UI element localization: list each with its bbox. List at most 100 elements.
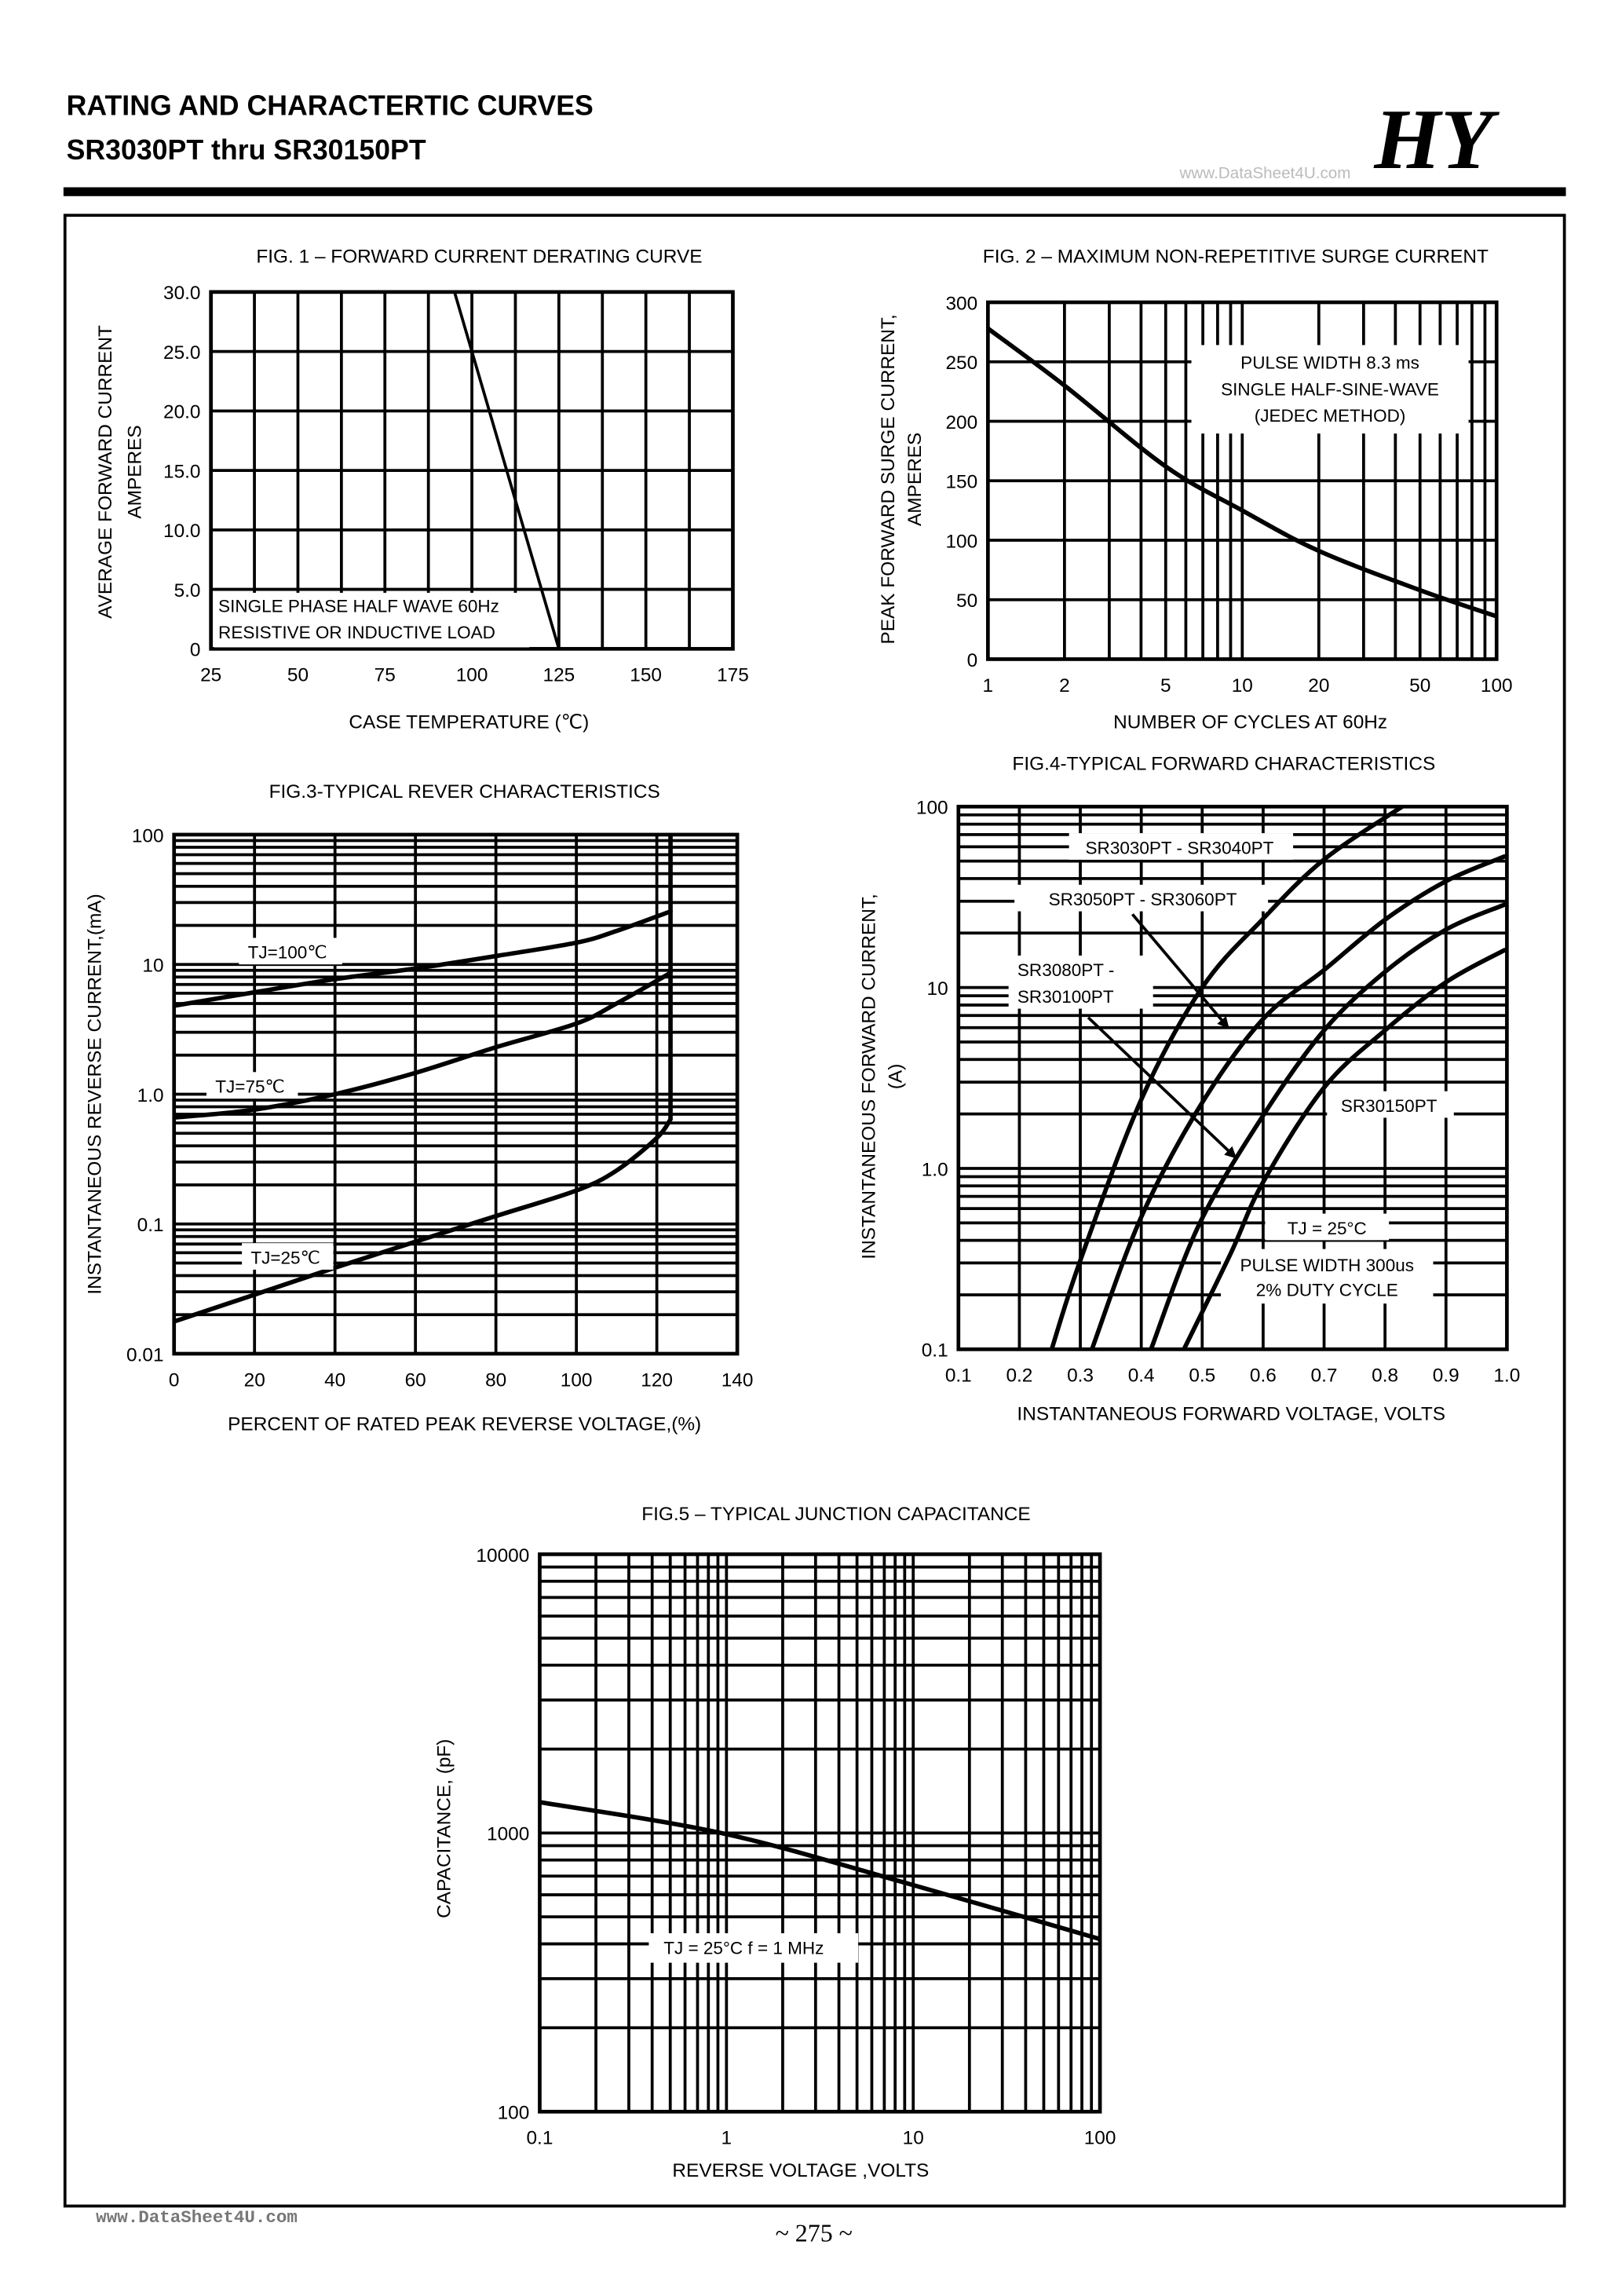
y-axis-label: (A) [885, 1064, 906, 1090]
series-curve-1 [174, 909, 673, 1008]
y-axis-label: INSTANTANEOUS FORWARD CURRENT, [859, 894, 880, 1260]
y-axis-label: CAPACITANCE, (pF) [434, 1739, 455, 1918]
plot-frame [956, 804, 1509, 1351]
series-curve-1 [210, 291, 561, 649]
x-tick-label: 0.8 [1372, 1366, 1398, 1387]
annotation-text: TJ = 25°C [1288, 1219, 1367, 1238]
y-axis-label: AVERAGE FORWARD CURRENT [95, 325, 116, 619]
x-tick-label: 50 [1409, 675, 1430, 696]
x-axis-label: PERCENT OF RATED PEAK REVERSE VOLTAGE,(%… [228, 1414, 701, 1435]
chart-title: FIG. 1 – FORWARD CURRENT DERATING CURVE [256, 246, 702, 267]
y-axis-label: AMPERES [904, 433, 926, 526]
y-axis-label: AMPERES [124, 425, 145, 518]
x-tick-label: 175 [717, 665, 749, 686]
annotation-text: RESISTIVE OR INDUCTIVE LOAD [218, 623, 495, 642]
y-tick-label: 0.01 [126, 1344, 164, 1366]
x-tick-label: 75 [374, 665, 396, 686]
x-tick-label: 0.6 [1250, 1366, 1277, 1387]
x-axis-label: CASE TEMPERATURE (℃) [349, 712, 589, 733]
x-tick-label: 0.1 [526, 2128, 553, 2149]
x-axis-label: REVERSE VOLTAGE ,VOLTS [672, 2160, 929, 2181]
page-subtitle: SR3030PT thru SR30150PT [67, 134, 426, 166]
series-label: SR3050PT - SR3060PT [1049, 890, 1237, 909]
y-tick-label: 5.0 [174, 580, 201, 601]
series-curve-3 [174, 1117, 673, 1324]
series-label-background [1069, 833, 1294, 860]
annotation-text: SINGLE HALF-SINE-WAVE [1221, 379, 1439, 399]
page-title: RATING AND CHARACTERTIC CURVES [67, 90, 594, 121]
x-tick-label: 25 [200, 665, 221, 686]
annotation-text: (JEDEC METHOD) [1255, 406, 1406, 426]
chart-fig-3: FIG.3-TYPICAL REVER CHARACTERISTICS PERCE… [85, 781, 754, 1435]
x-tick-label: 0.4 [1128, 1366, 1155, 1387]
y-tick-label: 15.0 [163, 461, 201, 482]
x-tick-label: 0.9 [1433, 1366, 1459, 1387]
x-tick-label: 1.0 [1493, 1366, 1520, 1387]
x-tick-label: 0.3 [1067, 1366, 1094, 1387]
plot-frame [538, 1552, 1102, 2114]
y-tick-label: 200 [945, 412, 977, 433]
series-curve-1 [988, 326, 1497, 619]
y-tick-label: 0.1 [922, 1340, 948, 1362]
annotation-background [1221, 1249, 1434, 1304]
x-tick-label: 0.2 [1006, 1366, 1032, 1387]
chart-title: FIG.4-TYPICAL FORWARD CHARACTERISTICS [1012, 753, 1435, 774]
x-tick-label: 100 [561, 1369, 593, 1391]
y-tick-label: 0 [967, 650, 978, 671]
x-tick-label: 1 [721, 2128, 732, 2149]
charts: FIG. 1 – FORWARD CURRENT DERATING CURVE C… [85, 246, 1521, 2181]
y-tick-label: 1.0 [137, 1085, 164, 1106]
series-label: SR30100PT [1017, 987, 1114, 1007]
footer-watermark: www.DataSheet4U.com [96, 2207, 298, 2228]
series-label-background [1008, 955, 1153, 1009]
x-axis-label: INSTANTANEOUS FORWARD VOLTAGE, VOLTS [1017, 1403, 1445, 1424]
header-watermark: www.DataSheet4U.com [1178, 164, 1350, 182]
y-tick-label: 10000 [476, 1545, 529, 1567]
x-tick-label: 10 [903, 2128, 924, 2149]
series-curve-1 [1049, 806, 1405, 1350]
annotation-background [648, 1933, 859, 1963]
x-tick-label: 100 [1084, 2128, 1116, 2149]
chart-title: FIG.3-TYPICAL REVER CHARACTERISTICS [269, 781, 660, 803]
x-tick-label: 140 [721, 1369, 754, 1391]
y-tick-label: 100 [498, 2103, 530, 2124]
series-label-background [242, 1243, 334, 1270]
annotation-text: 2% DUTY CYCLE [1256, 1281, 1398, 1300]
chart-fig-4: FIG.4-TYPICAL FORWARD CHARACTERISTICS INS… [859, 753, 1521, 1424]
y-tick-label: 250 [945, 353, 977, 374]
annotation-text: PULSE WIDTH 8.3 ms [1240, 353, 1419, 372]
chart-fig-5: FIG.5 – TYPICAL JUNCTION CAPACITANCE REVE… [434, 1504, 1116, 2181]
x-tick-label: 5 [1160, 675, 1171, 696]
y-tick-label: 50 [956, 590, 977, 612]
x-tick-label: 10 [1232, 675, 1253, 696]
annotation-text: SINGLE PHASE HALF WAVE 60Hz [218, 596, 499, 616]
y-tick-label: 300 [945, 293, 977, 314]
series-curve-2 [1089, 854, 1507, 1350]
series-label-background [206, 1072, 298, 1099]
y-tick-label: 30.0 [163, 283, 201, 304]
y-tick-label: 100 [945, 531, 977, 552]
series-label: SR3080PT - [1017, 960, 1114, 980]
x-tick-label: 150 [630, 665, 662, 686]
header-rule [63, 187, 1566, 196]
page-number: ~ 275 ~ [776, 2220, 853, 2247]
x-tick-label: 0.1 [945, 1366, 972, 1387]
y-tick-label: 1000 [487, 1824, 529, 1845]
annotation-background [1191, 345, 1469, 434]
x-tick-label: 100 [456, 665, 488, 686]
annotation-text: PULSE WIDTH 300us [1240, 1256, 1414, 1275]
y-tick-label: 10 [142, 956, 163, 977]
y-tick-label: 10.0 [163, 521, 201, 542]
chart-title: FIG. 2 – MAXIMUM NON-REPETITIVE SURGE CU… [983, 246, 1489, 267]
annotation-background [214, 592, 530, 648]
x-tick-label: 2 [1059, 675, 1070, 696]
x-tick-label: 80 [485, 1369, 506, 1391]
chart-title: FIG.5 – TYPICAL JUNCTION CAPACITANCE [641, 1504, 1030, 1525]
x-axis-label: NUMBER OF CYCLES AT 60Hz [1113, 712, 1387, 733]
series-curve-2 [174, 971, 673, 1121]
series-label: SR3030PT - SR3040PT [1086, 838, 1274, 857]
annotation-background [1265, 1213, 1390, 1241]
x-tick-label: 50 [287, 665, 309, 686]
x-tick-label: 40 [324, 1369, 345, 1391]
